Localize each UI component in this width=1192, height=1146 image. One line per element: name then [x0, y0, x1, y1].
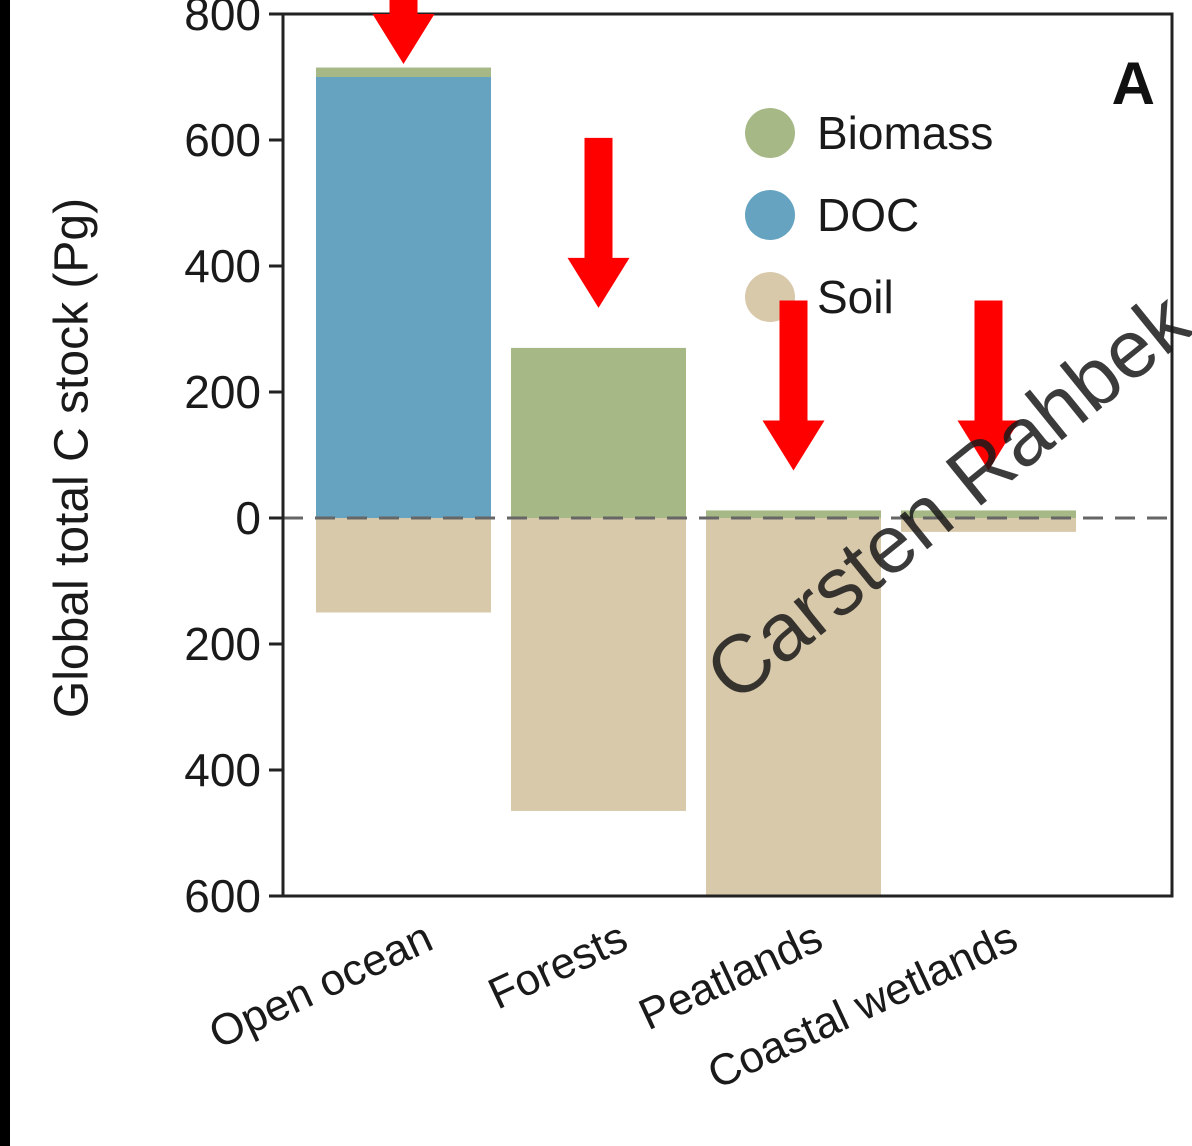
bars-layer — [316, 67, 1076, 896]
legend-label-biomass: Biomass — [817, 107, 993, 159]
category-label-open-ocean: Open ocean — [202, 913, 440, 1059]
bar-biomass-peatlands — [706, 510, 881, 518]
bar-soil-coastal-wetlands — [901, 518, 1076, 532]
legend-label-soil: Soil — [817, 271, 894, 323]
bar-doc-open-ocean — [316, 77, 491, 518]
bar-biomass-open-ocean — [316, 67, 491, 77]
legend-swatch-doc — [745, 190, 795, 240]
y-tick-label: 0 — [235, 492, 261, 544]
y-tick-label: 400 — [184, 744, 261, 796]
watermark: Carsten Rahbek — [689, 275, 1192, 719]
legend: Biomass DOC Soil — [745, 107, 993, 323]
y-axis-label: Global total C stock (Pg) — [46, 198, 99, 718]
arrow-forests — [567, 137, 630, 308]
y-tick-label: 200 — [184, 366, 261, 418]
bar-soil-forests — [511, 518, 686, 811]
bar-biomass-forests — [511, 347, 686, 518]
bar-biomass-coastal-wetlands — [901, 510, 1076, 518]
legend-swatch-biomass — [745, 108, 795, 158]
category-label-forests: Forests — [481, 913, 635, 1019]
bar-soil-peatlands — [706, 518, 881, 896]
y-tick-label: 600 — [184, 114, 261, 166]
plot-frame — [281, 12, 1174, 898]
bar-soil-open-ocean — [316, 518, 491, 613]
y-axis-ticks — [269, 12, 283, 898]
y-tick-label: 400 — [184, 240, 261, 292]
y-tick-label: 800 — [184, 0, 261, 40]
left-edge-strip — [0, 0, 10, 1146]
y-tick-label: 200 — [184, 618, 261, 670]
y-axis-tick-labels: 800 600 400 200 0 200 400 600 — [184, 0, 261, 922]
arrow-coastal-wetlands — [957, 300, 1020, 471]
legend-label-doc: DOC — [817, 189, 919, 241]
y-tick-label: 600 — [184, 870, 261, 922]
arrow-open-ocean — [372, 0, 435, 64]
annotation-arrows — [372, 0, 1020, 471]
arrow-peatlands — [762, 300, 825, 471]
panel-label: A — [1112, 50, 1155, 117]
